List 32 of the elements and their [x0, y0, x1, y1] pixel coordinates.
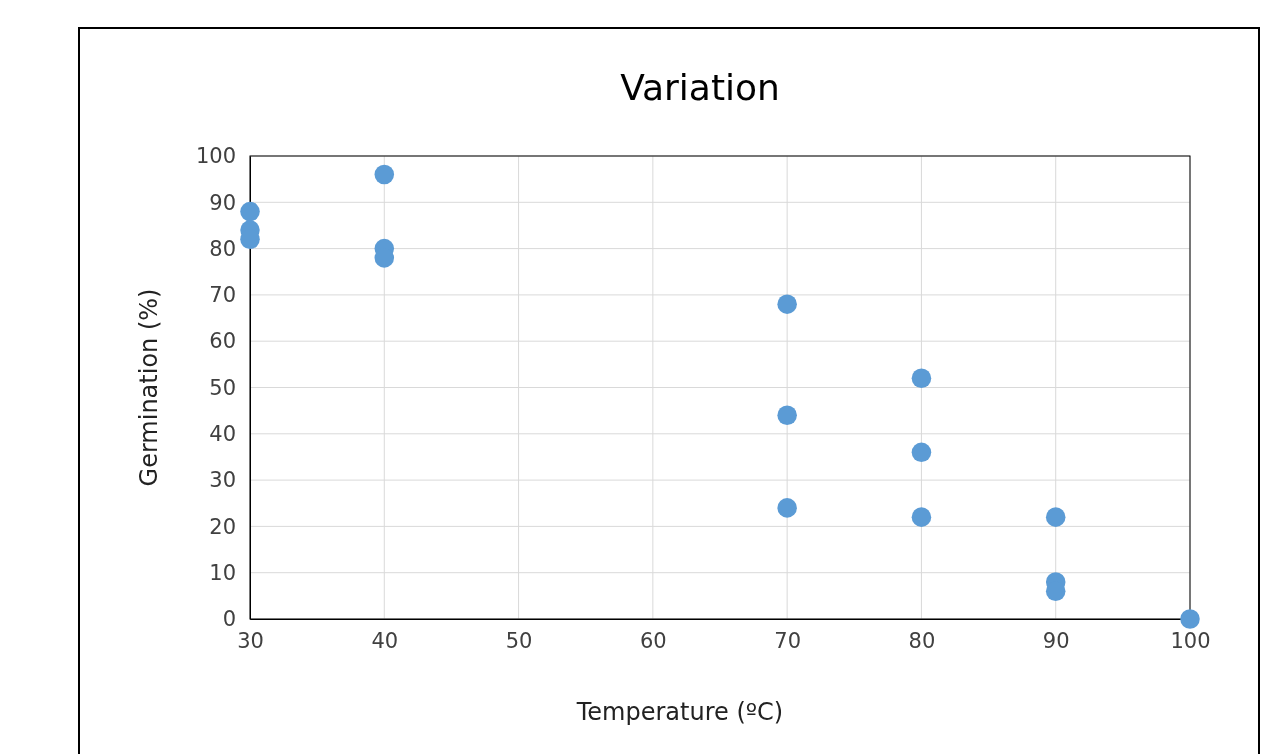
y-axis-title: Germination (%) — [135, 288, 163, 487]
y-tick-label: 100 — [195, 144, 236, 169]
x-tick-label: 30 — [237, 628, 264, 653]
y-tick-label: 10 — [209, 560, 236, 585]
y-tick-label: 70 — [209, 283, 236, 308]
point — [1045, 507, 1066, 527]
point — [911, 368, 932, 388]
y-tick-label: 0 — [222, 607, 236, 632]
point — [911, 507, 932, 527]
x-tick-label: 60 — [639, 628, 667, 653]
x-tick-label: 90 — [1042, 628, 1070, 653]
point — [777, 294, 797, 314]
point — [777, 498, 797, 518]
y-tick-label: 20 — [209, 514, 236, 539]
point — [1180, 609, 1200, 629]
y-tick-label: 30 — [209, 468, 236, 493]
y-tick-label: 90 — [209, 190, 236, 215]
x-tick-label: 70 — [774, 628, 802, 653]
y-tick-label: 60 — [209, 329, 236, 354]
point — [374, 164, 395, 185]
y-tick-label: 40 — [209, 422, 236, 447]
x-tick-label: 80 — [908, 628, 936, 653]
x-tick-label: 100 — [1170, 628, 1211, 653]
x-tick-label: 40 — [371, 628, 399, 653]
x-tick-label: 50 — [505, 628, 533, 653]
chart-title: Variation — [620, 67, 780, 108]
point — [240, 201, 260, 222]
y-tick-label: 80 — [209, 236, 236, 261]
x-axis-title: Temperature (ºC) — [575, 698, 784, 726]
point — [777, 405, 797, 426]
point — [911, 442, 932, 463]
y-tick-label: 50 — [209, 375, 236, 400]
